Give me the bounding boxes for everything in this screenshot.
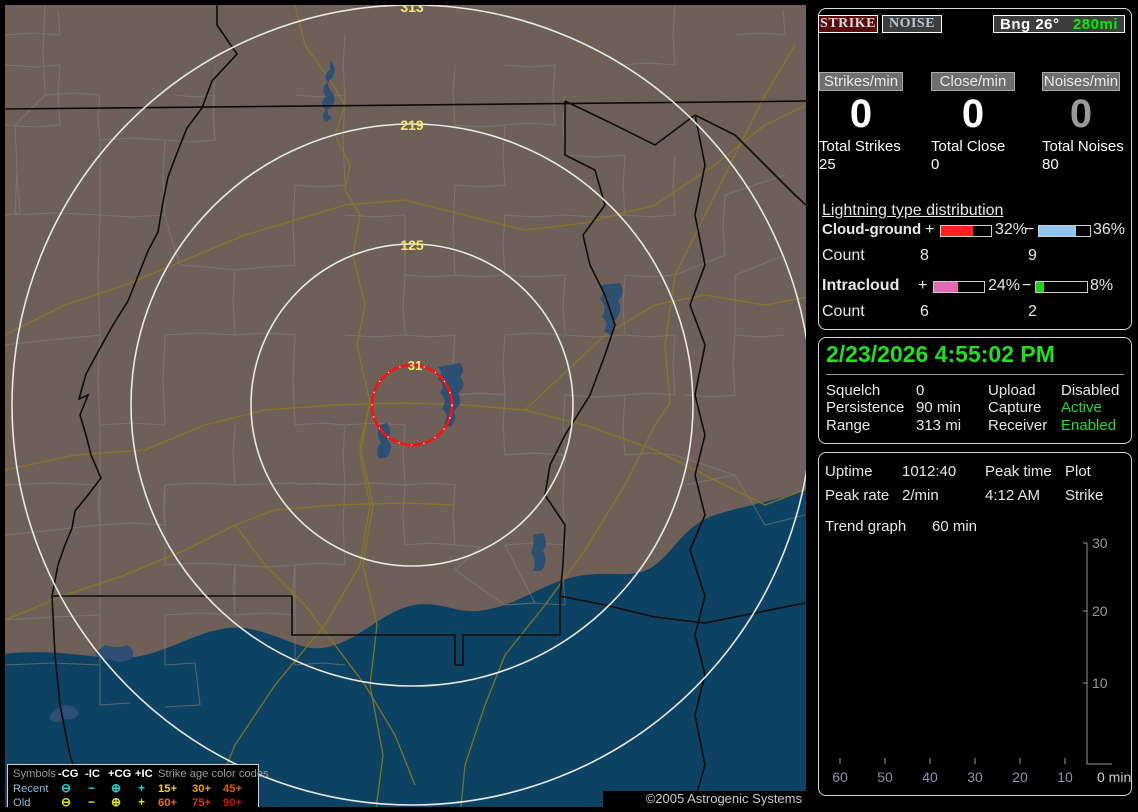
svg-text:313: 313 bbox=[400, 5, 424, 15]
svg-text:20: 20 bbox=[1092, 603, 1108, 619]
svg-text:10: 10 bbox=[1092, 675, 1108, 691]
svg-text:219: 219 bbox=[400, 117, 424, 133]
svg-text:125: 125 bbox=[400, 237, 424, 253]
svg-text:31: 31 bbox=[408, 358, 422, 373]
svg-text:50: 50 bbox=[877, 769, 893, 785]
svg-text:40: 40 bbox=[922, 769, 938, 785]
svg-text:20: 20 bbox=[1012, 769, 1028, 785]
svg-text:30: 30 bbox=[967, 769, 983, 785]
svg-text:10: 10 bbox=[1057, 769, 1073, 785]
svg-text:60: 60 bbox=[832, 769, 848, 785]
svg-text:30: 30 bbox=[1092, 535, 1108, 551]
svg-text:0 min: 0 min bbox=[1097, 769, 1131, 785]
